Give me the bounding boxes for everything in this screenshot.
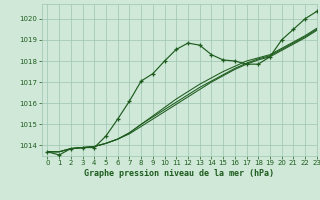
- X-axis label: Graphe pression niveau de la mer (hPa): Graphe pression niveau de la mer (hPa): [84, 169, 274, 178]
